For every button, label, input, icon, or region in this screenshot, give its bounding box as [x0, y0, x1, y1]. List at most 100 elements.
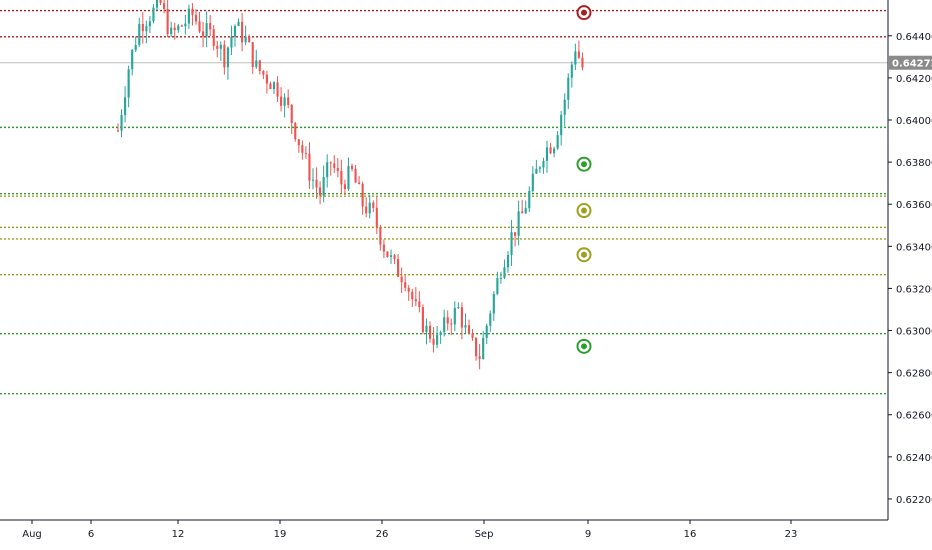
candle-body[interactable]	[549, 147, 552, 154]
candle-body[interactable]	[283, 97, 286, 106]
candle-body[interactable]	[421, 307, 424, 333]
candle-body[interactable]	[407, 287, 410, 292]
candle-body[interactable]	[400, 276, 403, 283]
target-marker-red[interactable]	[576, 5, 592, 21]
candle-body[interactable]	[489, 313, 492, 326]
candle-body[interactable]	[280, 96, 283, 106]
candle-body[interactable]	[372, 202, 375, 208]
candle-body[interactable]	[163, 3, 166, 9]
candle-body[interactable]	[297, 139, 300, 146]
target-marker-green-1[interactable]	[576, 156, 592, 172]
candle-body[interactable]	[354, 168, 357, 183]
candle-body[interactable]	[343, 184, 346, 190]
candle-body[interactable]	[184, 23, 187, 27]
candle-body[interactable]	[393, 255, 396, 259]
candle-body[interactable]	[404, 282, 407, 288]
candle-body[interactable]	[152, 7, 155, 22]
candle-body[interactable]	[467, 325, 471, 334]
candle-body[interactable]	[269, 83, 272, 90]
candle-body[interactable]	[251, 42, 254, 68]
candle-body[interactable]	[265, 74, 268, 84]
candle-body[interactable]	[418, 301, 421, 308]
candle-body[interactable]	[386, 251, 389, 257]
candle-body[interactable]	[439, 332, 442, 335]
candle-body[interactable]	[425, 325, 428, 333]
candle-body[interactable]	[506, 254, 510, 268]
candle-body[interactable]	[308, 153, 311, 181]
candle-body[interactable]	[205, 23, 208, 37]
candle-body[interactable]	[492, 293, 495, 314]
candle-body[interactable]	[145, 26, 148, 32]
candle-body[interactable]	[230, 36, 233, 48]
candle-body[interactable]	[127, 69, 130, 98]
candle-body[interactable]	[138, 23, 141, 45]
candle-body[interactable]	[120, 114, 123, 131]
target-marker-olive-1[interactable]	[576, 203, 592, 219]
candle-body[interactable]	[255, 60, 258, 68]
candle-body[interactable]	[577, 51, 580, 58]
candle-body[interactable]	[545, 147, 549, 161]
candle-body[interactable]	[478, 356, 481, 360]
candle-body[interactable]	[159, 0, 162, 4]
candle-body[interactable]	[581, 57, 584, 68]
candle-body[interactable]	[496, 278, 499, 294]
candle-body[interactable]	[194, 14, 198, 22]
candle-body[interactable]	[191, 8, 194, 15]
candle-body[interactable]	[116, 130, 120, 132]
candle-body[interactable]	[347, 165, 350, 190]
candle-body[interactable]	[535, 168, 538, 174]
candle-body[interactable]	[556, 135, 559, 149]
candle-body[interactable]	[237, 21, 240, 26]
candle-body[interactable]	[219, 44, 222, 49]
candle-body[interactable]	[223, 44, 226, 68]
candle-body[interactable]	[329, 162, 332, 164]
candle-body[interactable]	[563, 99, 566, 115]
candle-body[interactable]	[287, 97, 290, 105]
candle-body[interactable]	[432, 338, 435, 345]
target-marker-olive-2[interactable]	[576, 247, 592, 263]
candle-body[interactable]	[276, 82, 279, 97]
candle-body[interactable]	[499, 277, 502, 279]
candle-body[interactable]	[450, 323, 453, 325]
candle-body[interactable]	[170, 27, 173, 35]
candle-body[interactable]	[301, 145, 304, 153]
candle-body[interactable]	[272, 82, 276, 90]
candle-body[interactable]	[414, 299, 417, 302]
candle-body[interactable]	[436, 334, 439, 345]
candle-body[interactable]	[290, 104, 293, 123]
candle-body[interactable]	[202, 31, 205, 37]
candle-body[interactable]	[446, 317, 449, 324]
candle-body[interactable]	[482, 337, 485, 360]
candle-body[interactable]	[177, 25, 180, 31]
candle-body[interactable]	[180, 25, 183, 27]
candle-body[interactable]	[524, 208, 527, 214]
candle-body[interactable]	[457, 307, 460, 309]
candle-body[interactable]	[241, 21, 244, 43]
candle-body[interactable]	[233, 25, 237, 37]
candle-body[interactable]	[187, 8, 190, 24]
candle-body[interactable]	[379, 227, 382, 245]
candle-body[interactable]	[460, 307, 463, 328]
candle-body[interactable]	[528, 190, 531, 209]
candle-body[interactable]	[574, 51, 577, 65]
candle-body[interactable]	[521, 211, 524, 214]
candle-body[interactable]	[531, 173, 534, 191]
candle-body[interactable]	[443, 317, 446, 333]
candle-body[interactable]	[382, 244, 385, 252]
candle-body[interactable]	[375, 207, 378, 228]
candle-body[interactable]	[209, 23, 212, 30]
candle-body[interactable]	[340, 170, 343, 185]
candle-body[interactable]	[216, 45, 219, 49]
target-marker-green-2[interactable]	[576, 338, 592, 354]
candle-body[interactable]	[258, 60, 261, 72]
candle-body[interactable]	[570, 64, 573, 78]
candle-body[interactable]	[244, 36, 247, 43]
candle-body[interactable]	[475, 337, 478, 357]
candle-body[interactable]	[262, 71, 265, 75]
candle-body[interactable]	[542, 160, 545, 168]
candle-body[interactable]	[173, 27, 176, 31]
candle-body[interactable]	[428, 325, 432, 339]
candle-body[interactable]	[560, 114, 563, 136]
candle-body[interactable]	[198, 21, 201, 32]
candle-body[interactable]	[226, 47, 229, 68]
